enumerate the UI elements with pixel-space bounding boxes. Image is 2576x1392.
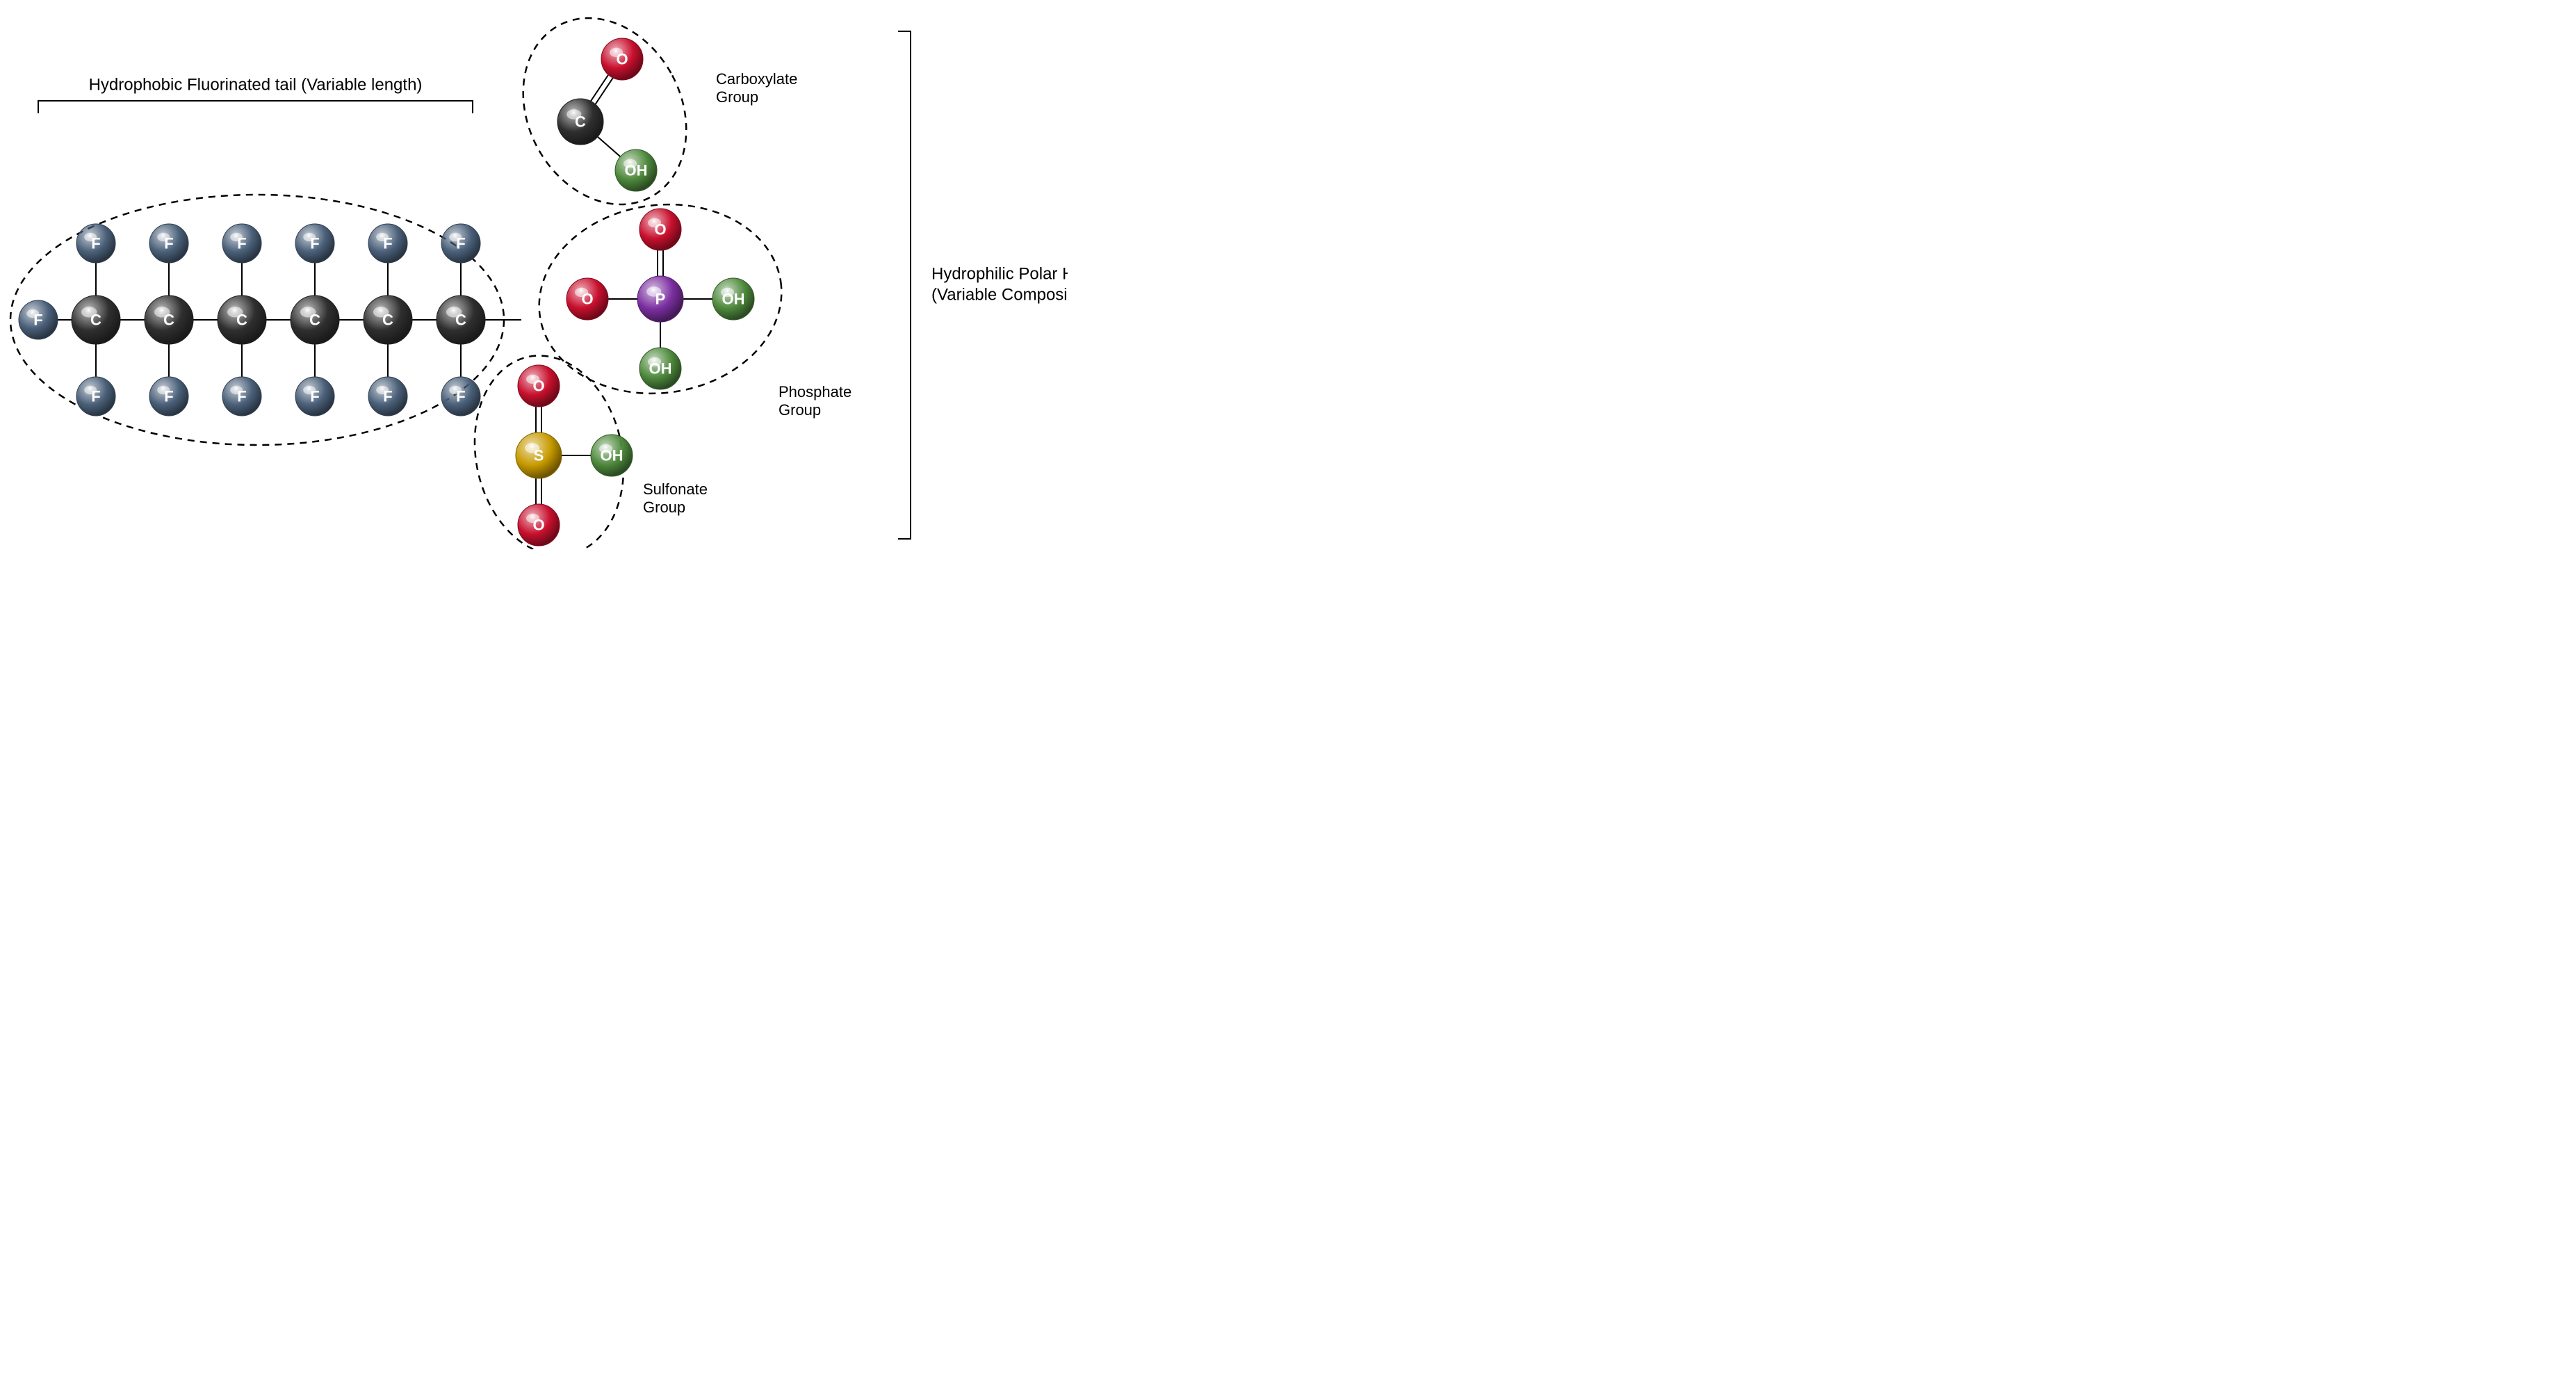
tail-f-top-4: F: [368, 224, 407, 263]
phosphate-ohr: OH: [712, 278, 754, 320]
tail-f-bot-0: F: [76, 377, 115, 416]
sulfonate-label-2: Group: [643, 499, 685, 516]
tail-c-4: C: [364, 296, 412, 344]
tail-f-top-3: F: [295, 224, 334, 263]
tail-f-top-0: F: [76, 224, 115, 263]
carboxylate-oh: OH: [615, 149, 657, 191]
tail-f-top-2: F: [222, 224, 261, 263]
carboxylate-label-2: Group: [716, 88, 758, 106]
tail-f-bot-5: F: [441, 377, 480, 416]
tail-f-top-1: F: [149, 224, 188, 263]
tail-f-top-5: F: [441, 224, 480, 263]
sulfonate-s: S: [516, 432, 562, 478]
tail-bracket: [38, 101, 473, 113]
tail-f-bot-1: F: [149, 377, 188, 416]
tail-c-1: C: [145, 296, 193, 344]
sulfonate-oh: OH: [591, 435, 633, 476]
tail-c-3: C: [291, 296, 339, 344]
tail-f-bot-2: F: [222, 377, 261, 416]
carboxylate-ellipse: [491, 0, 718, 233]
phosphate-ohb: OH: [639, 348, 681, 389]
sulfonate-label-1: Sulfonate: [643, 480, 708, 498]
tail-label: Hydrophobic Fluorinated tail (Variable l…: [89, 75, 423, 94]
head-bracket: [898, 31, 911, 539]
tail-f-bot-3: F: [295, 377, 334, 416]
phosphate-label-1: Phosphate: [778, 383, 851, 400]
tail-f-bot-4: F: [368, 377, 407, 416]
phosphate-ot: O: [639, 209, 681, 250]
carboxylate-label-1: Carboxylate: [716, 70, 797, 88]
single-bond: [598, 137, 621, 157]
tail-terminal-f: F: [19, 300, 58, 339]
head-label-2: (Variable Composition): [931, 285, 1068, 304]
phosphate-label-2: Group: [778, 401, 821, 419]
sulfonate-ot: O: [518, 365, 560, 407]
tail-c-5: C: [437, 296, 485, 344]
phosphate-p: P: [637, 276, 683, 322]
carboxylate-c: C: [557, 99, 603, 145]
sulfonate-ob: O: [518, 504, 560, 546]
tail-c-2: C: [218, 296, 266, 344]
carboxylate-o: O: [601, 38, 643, 80]
head-label-1: Hydrophilic Polar Head: [931, 264, 1068, 283]
phosphate-ol: O: [566, 278, 608, 320]
tail-c-0: C: [72, 296, 120, 344]
